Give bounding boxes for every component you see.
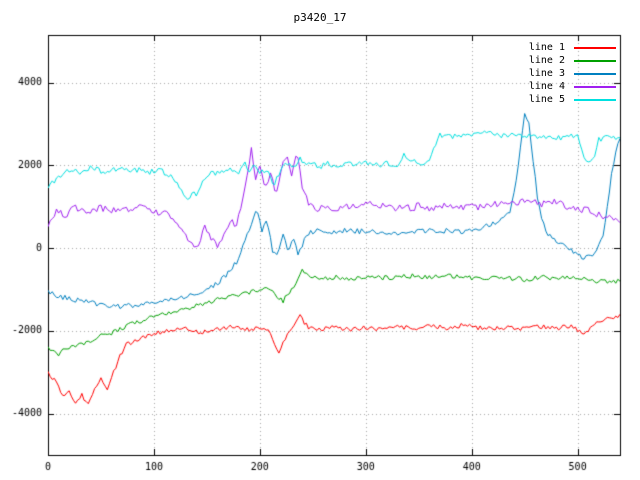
legend-line-sample (574, 46, 616, 49)
legend-entry: line 1 (529, 41, 616, 54)
legend-label: line 3 (528, 68, 565, 79)
legend-label: line 2 (528, 55, 565, 66)
legend-line-sample (574, 98, 616, 101)
legend-line-sample (574, 59, 616, 62)
legend-entry: line 3 (529, 67, 616, 80)
legend-label: line 4 (528, 81, 565, 92)
legend-entry: line 5 (529, 93, 616, 106)
chart-title: p3420_17 (293, 11, 347, 24)
legend-label: line 5 (528, 94, 565, 105)
legend-line-sample (574, 85, 616, 88)
legend: line 1 line 2 line 3 line 4 line 5 (529, 41, 616, 106)
legend-entry: line 4 (529, 80, 616, 93)
legend-entry: line 2 (529, 54, 616, 67)
legend-label: line 1 (528, 42, 565, 53)
legend-line-sample (574, 72, 616, 75)
